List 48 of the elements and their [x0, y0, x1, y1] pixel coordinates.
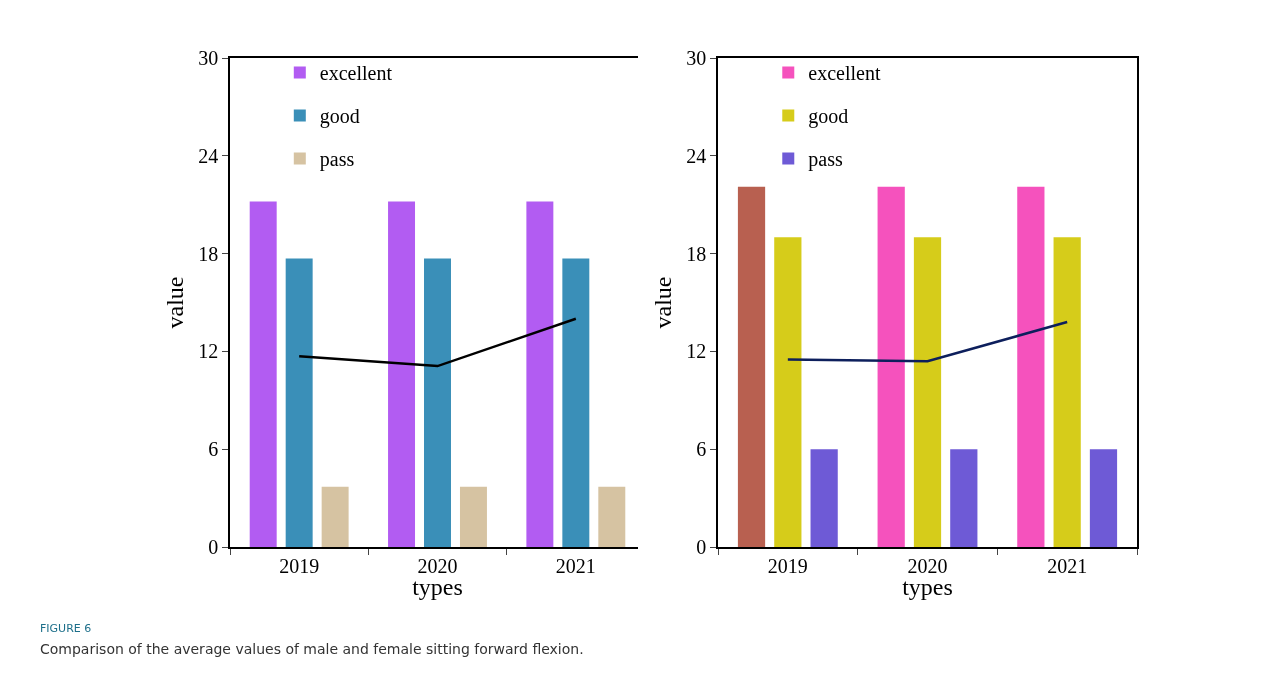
legend-label: good — [319, 105, 360, 129]
y-tick-label: 6 — [696, 438, 707, 461]
bar — [249, 201, 277, 547]
bar — [737, 186, 766, 547]
x-axis-title: types — [412, 574, 463, 600]
bar — [459, 486, 487, 547]
bar — [1017, 186, 1045, 547]
x-tick-label: 2020 — [907, 554, 948, 577]
bar — [1053, 237, 1081, 547]
x-tick-label: 2019 — [767, 554, 808, 577]
x-tick-label: 2019 — [279, 554, 320, 577]
bar — [950, 449, 978, 547]
y-axis-title: value — [649, 276, 676, 329]
legend-label: pass — [808, 148, 843, 172]
y-tick-label: 18 — [198, 242, 219, 265]
bar — [877, 186, 905, 547]
bar — [1089, 449, 1118, 547]
caption: FIGURE 6 — [40, 622, 93, 635]
bar — [913, 237, 942, 547]
x-tick-label: 2020 — [417, 554, 458, 577]
bar — [285, 258, 313, 547]
legend-label: good — [808, 105, 849, 129]
bar — [388, 201, 416, 547]
y-axis-title: value — [161, 276, 188, 329]
bar — [321, 486, 349, 547]
y-tick-label: 18 — [686, 242, 707, 265]
x-axis-title: types — [902, 574, 953, 600]
legend-label: excellent — [319, 62, 393, 85]
y-tick-label: 12 — [686, 340, 707, 363]
y-tick-label: 24 — [686, 144, 707, 167]
y-tick-label: 24 — [198, 144, 219, 167]
y-tick-label: 0 — [208, 536, 219, 558]
x-tick-label: 2021 — [1047, 554, 1088, 577]
y-tick-label: 30 — [686, 47, 707, 69]
bar — [424, 258, 451, 547]
legend-label: excellent — [808, 62, 881, 85]
bar — [774, 237, 802, 547]
y-tick-label: 12 — [198, 340, 219, 363]
legend-label: pass — [319, 148, 355, 172]
bar — [562, 258, 590, 547]
text: Comparison of the average values of male and female sitting forward flexion. — [40, 641, 584, 657]
y-tick-label: 0 — [696, 536, 707, 558]
y-tick-label: 6 — [208, 438, 219, 461]
x-tick-label: 2021 — [555, 554, 596, 577]
bar — [598, 486, 626, 547]
bar — [810, 449, 838, 547]
bar — [526, 201, 554, 547]
y-tick-label: 30 — [198, 47, 219, 69]
